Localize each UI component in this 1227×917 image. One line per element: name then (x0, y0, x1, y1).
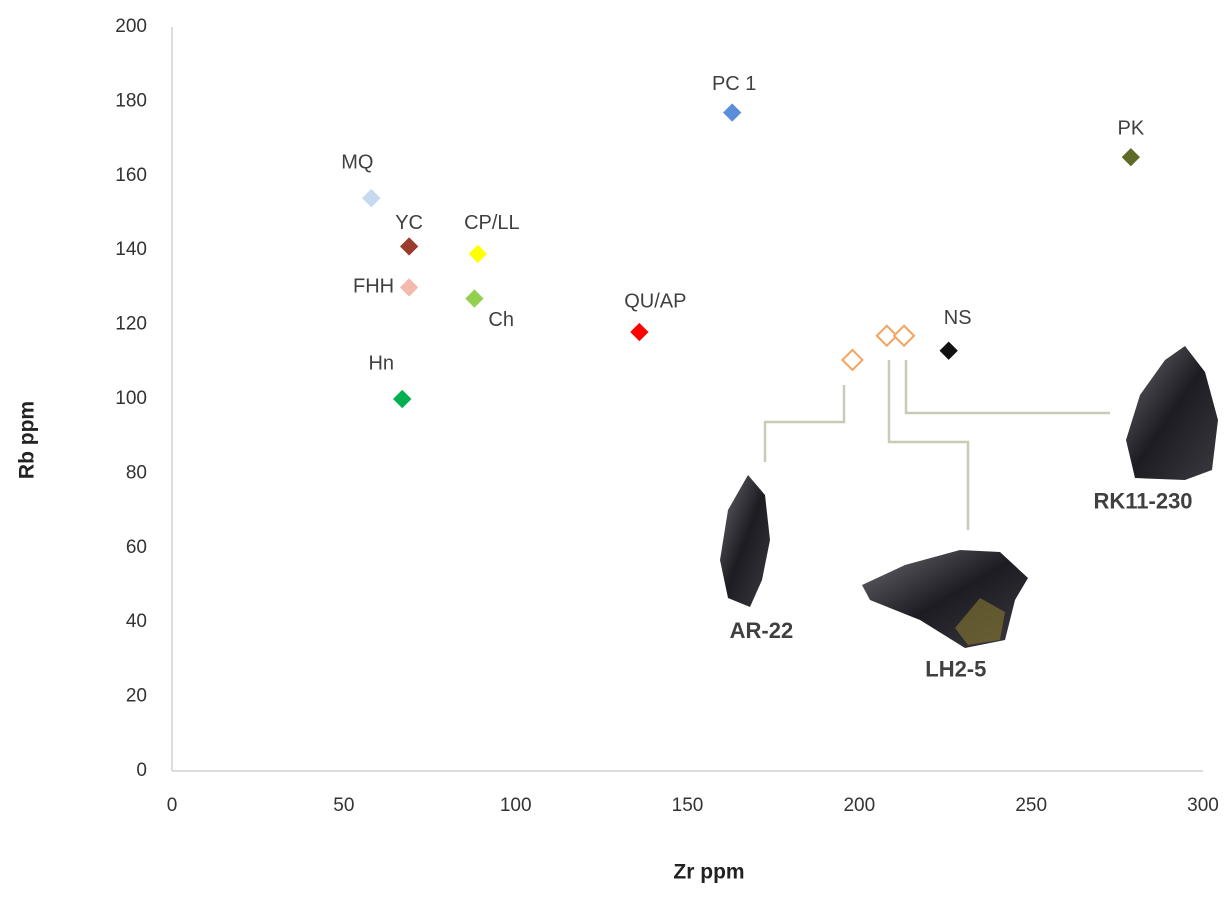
artifact-image (862, 550, 1028, 648)
point-label: CP/LL (464, 212, 520, 234)
x-axis-title: Zr ppm (673, 861, 744, 884)
point-label: LH2-5 (925, 657, 986, 682)
point (721, 101, 744, 124)
y-tick-label: 180 (115, 90, 147, 111)
connectors (763, 360, 1110, 530)
y-tick-label: 120 (115, 314, 147, 335)
point (398, 276, 420, 299)
point-label: QU/AP (624, 290, 686, 312)
point-label: YC (395, 212, 423, 234)
x-tick-label: 100 (500, 795, 532, 816)
artifact-image (1126, 346, 1218, 480)
point (463, 287, 486, 310)
y-tick-label: 40 (126, 611, 147, 632)
x-tick-label: 250 (1015, 795, 1047, 816)
point (892, 324, 916, 348)
artifact-image (720, 475, 770, 607)
point (467, 243, 489, 265)
point (841, 348, 864, 372)
y-tick-label: 60 (126, 537, 147, 558)
point (360, 187, 383, 209)
point-label: RK11-230 (1093, 489, 1192, 514)
x-tick-label: 150 (672, 795, 704, 816)
y-tick-label: 100 (115, 388, 147, 409)
point-label: FHH (353, 276, 394, 298)
x-tick-label: 50 (333, 795, 354, 816)
point-label: MQ (341, 151, 373, 173)
y-axis-title: Rb ppm (16, 401, 39, 479)
point-label: NS (944, 307, 972, 329)
point (937, 339, 960, 362)
artifact-image (955, 598, 1005, 645)
point (391, 388, 414, 410)
point-label: PC 1 (712, 73, 756, 95)
y-tick-label: 0 (136, 760, 147, 781)
y-tick-label: 200 (115, 16, 147, 37)
point-label: PK (1117, 117, 1144, 139)
x-tick-label: 0 (167, 795, 178, 816)
y-tick-label: 140 (115, 239, 147, 260)
point (398, 235, 420, 258)
point-label: Hn (368, 352, 394, 374)
y-tick-label: 160 (115, 165, 147, 186)
x-tick-label: 200 (843, 795, 875, 816)
point-label: AR-22 (730, 618, 794, 643)
y-tick-label: 20 (126, 686, 147, 707)
point (1119, 146, 1142, 169)
point (875, 324, 899, 348)
x-tick-label: 300 (1187, 795, 1219, 816)
y-tick-label: 80 (126, 462, 147, 483)
point (628, 321, 651, 343)
point-label: Ch (488, 309, 514, 331)
